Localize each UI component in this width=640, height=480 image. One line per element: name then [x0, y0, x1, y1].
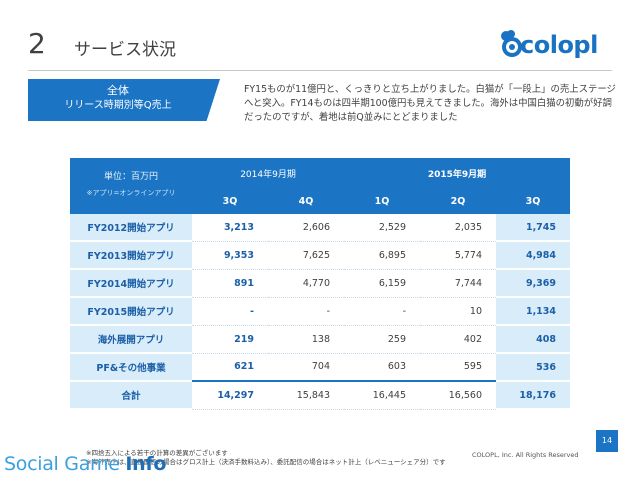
social-game-info-watermark: Social Game Info	[4, 452, 166, 476]
summary-title: 全体	[107, 84, 129, 97]
total-label: 合計	[70, 380, 192, 410]
unit-label: 単位：百万円	[103, 172, 158, 182]
section-number: 2	[28, 27, 46, 60]
table-header-years: 単位：百万円 ※アプリ=オンラインアプリ 2014年9月期 2015年9月期	[70, 158, 571, 214]
row-label: 海外展開アプリ	[70, 325, 192, 354]
quarter-header: 4Q	[268, 188, 345, 214]
row-label: FY2014開始アプリ	[70, 269, 192, 298]
table-cell: 259	[344, 325, 421, 354]
table-row: FY2015開始アプリ - - - 10 1,134	[70, 297, 571, 326]
fiscal-year-2014: 2014年9月期	[192, 158, 345, 188]
table-cell: 14,297	[192, 380, 268, 410]
table-cell: 2,035	[420, 214, 497, 242]
unit-note: ※アプリ=オンラインアプリ	[86, 189, 176, 197]
table-cell: 16,560	[420, 380, 497, 410]
table-cell: 2,606	[268, 214, 345, 242]
quarter-header: 3Q	[192, 188, 268, 214]
table-cell: 891	[192, 269, 268, 298]
table-cell: -	[192, 297, 268, 326]
table-cell: 603	[344, 353, 421, 382]
table-cell: 138	[268, 325, 345, 354]
table-cell: 4,770	[268, 269, 345, 298]
table-cell: -	[268, 297, 345, 326]
table-cell: 7,625	[268, 241, 345, 270]
page-title: サービス状況	[74, 40, 176, 60]
quarter-header: 3Q	[496, 188, 571, 214]
quarter-header: 2Q	[420, 188, 497, 214]
table-cell: 408	[496, 325, 571, 354]
unit-cell: 単位：百万円 ※アプリ=オンラインアプリ	[70, 158, 192, 214]
table-cell: 7,744	[420, 269, 497, 298]
table-total-row: 合計 14,297 15,843 16,445 16,560 18,176	[70, 380, 571, 410]
table-cell: 9,353	[192, 241, 268, 270]
table-cell: 536	[496, 353, 571, 382]
footnotes: ※四捨五入による若干の計算の差異がございます ※海外売上は、直接配信の場合はグロ…	[86, 449, 486, 467]
table-cell: 6,159	[344, 269, 421, 298]
footnote-overseas: ※海外売上は、直接配信の場合はグロス計上（決済手数料込み）、委託配信の場合はネッ…	[86, 458, 446, 466]
quarter-header: 1Q	[344, 188, 421, 214]
fiscal-year-2015: 2015年9月期	[344, 158, 571, 188]
row-label: FY2012開始アプリ	[70, 214, 192, 242]
table-cell: 402	[420, 325, 497, 354]
table-cell: 219	[192, 325, 268, 354]
table-row: FY2013開始アプリ 9,353 7,625 6,895 5,774 4,98…	[70, 241, 571, 270]
table-cell: 3,213	[192, 214, 268, 242]
table-row: FY2012開始アプリ 3,213 2,606 2,529 2,035 1,74…	[70, 214, 571, 242]
watermark-part2: Info	[125, 453, 167, 475]
table-cell: 15,843	[268, 380, 345, 410]
table-header-quarters: 3Q 4Q 1Q 2Q 3Q	[70, 188, 571, 214]
table-cell: 5,774	[420, 241, 497, 270]
copyright-text: COLOPL, Inc. All Rights Reserved	[472, 451, 579, 459]
table-cell: 4,984	[496, 241, 571, 270]
description-text: FY15ものが11億円と、くっきりと立ち上がりました。白猫が「一段上」の売上ステ…	[244, 84, 616, 123]
footnote-rounding: ※四捨五入による若干の計算の差異がございます	[86, 449, 228, 457]
row-label: FY2013開始アプリ	[70, 241, 192, 270]
summary-subtitle: リリース時期別等Q売上	[64, 100, 172, 111]
logo-wordmark: colopl	[520, 31, 598, 59]
table-cell: 10	[420, 297, 497, 326]
row-label: PF&その他事業	[70, 353, 192, 382]
watermark-part1: Social Game	[4, 453, 126, 475]
summary-label-box: 全体 リリース時期別等Q売上	[28, 79, 220, 121]
table-cell: -	[344, 297, 421, 326]
bear-mascot-icon	[501, 30, 522, 57]
table-cell: 621	[192, 353, 268, 382]
table-cell: 18,176	[496, 380, 571, 410]
sales-table: 単位：百万円 ※アプリ=オンラインアプリ 2014年9月期 2015年9月期 3…	[70, 158, 571, 410]
table-row: 海外展開アプリ 219 138 259 402 408	[70, 325, 571, 354]
page-number: 14	[596, 430, 618, 452]
table-cell: 1,745	[496, 214, 571, 242]
table-cell: 704	[268, 353, 345, 382]
table-cell: 1,134	[496, 297, 571, 326]
table-cell: 2,529	[344, 214, 421, 242]
table-cell: 6,895	[344, 241, 421, 270]
colopl-logo	[500, 30, 612, 60]
table-cell: 16,445	[344, 380, 421, 410]
table-row: PF&その他事業 621 704 603 595 536	[70, 353, 571, 382]
title-divider	[28, 70, 612, 71]
row-label: FY2015開始アプリ	[70, 297, 192, 326]
table-cell: 9,369	[496, 269, 571, 298]
table-row: FY2014開始アプリ 891 4,770 6,159 7,744 9,369	[70, 269, 571, 298]
table-cell: 595	[420, 353, 497, 382]
